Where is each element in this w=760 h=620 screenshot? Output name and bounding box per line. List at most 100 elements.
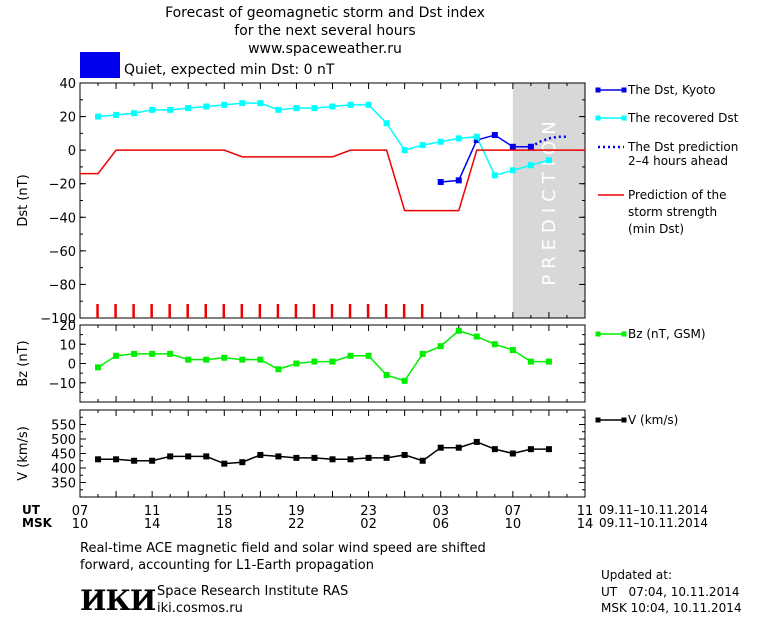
v-y-axis-label: V (km/s): [16, 426, 31, 481]
dst-series-3-line: [80, 149, 585, 212]
legend-dst-kyoto-marker: [621, 87, 627, 93]
dst-y-tick-label: −100: [40, 312, 76, 327]
bz-series-0-point: [131, 350, 138, 357]
v-series-0-point: [491, 446, 498, 453]
v-series-0-point: [437, 444, 444, 451]
dst-series-1-point: [437, 138, 444, 145]
dst-series-1-point: [293, 105, 300, 112]
v-series-0-point: [455, 444, 462, 451]
dst-series-1-point: [95, 113, 102, 120]
v-series-0-point: [167, 453, 174, 460]
ut-label: UT: [22, 503, 40, 517]
bz-y-tick-label: 10: [59, 338, 76, 353]
v-series-0-point: [293, 454, 300, 461]
v-series-0-point: [203, 453, 210, 460]
dst-series-1-point: [455, 135, 462, 142]
ut-date-range: 09.11–10.11.2014: [599, 503, 709, 517]
v-series-0-point: [329, 456, 336, 463]
dst-series-1-point: [329, 103, 336, 110]
msk-tick-label: 02: [360, 517, 377, 532]
bz-series-0-point: [419, 350, 426, 357]
bz-series-0-point: [113, 352, 120, 359]
ut-tick-label: 19: [288, 504, 305, 519]
bz-series-0-point: [491, 341, 498, 348]
v-series-0-point: [311, 454, 318, 461]
bz-series-0-point: [167, 350, 174, 357]
dst-series-1-point: [275, 106, 282, 113]
v-plot-frame: [79, 409, 586, 498]
v-series-0-point: [545, 446, 552, 453]
iki-logo: ИКИ: [80, 584, 156, 617]
dst-series-2-line: [530, 135, 567, 148]
legend-dst-kyoto-marker: [595, 87, 601, 93]
ut-tick-label: 11: [144, 504, 161, 519]
dst-series-0-line: [440, 134, 531, 183]
bz-series-0-point: [95, 364, 102, 371]
v-series-0-point: [275, 453, 282, 460]
dst-series-1-point: [221, 101, 228, 108]
bz-series-0-point: [239, 356, 246, 363]
updated-ut: UT 07:04, 10.11.2014: [601, 585, 740, 599]
dst-y-tick-label: −80: [49, 278, 76, 293]
v-series-0-point: [149, 457, 156, 464]
legend-v-marker: [621, 417, 627, 423]
bz-series-0-point: [473, 333, 480, 340]
v-series-0-line: [98, 441, 549, 465]
ut-tick-label: 07: [505, 504, 522, 519]
dst-y-tick-label: −20: [49, 178, 76, 193]
dst-series-1-point: [527, 162, 534, 169]
dst-series-1-point: [167, 106, 174, 113]
institute-website[interactable]: iki.cosmos.ru: [157, 601, 243, 616]
dst-series-1-point: [509, 167, 516, 174]
bz-series-0-point: [275, 366, 282, 373]
prediction-band: [512, 83, 585, 318]
dst-y-tick-label: −40: [49, 211, 76, 226]
bz-series-0-point: [545, 358, 552, 365]
dst-series-1-point: [491, 172, 498, 179]
dst-series-1-point: [401, 147, 408, 154]
dst-series-1-line: [97, 102, 550, 177]
dst-series-0-point: [509, 143, 516, 150]
dst-plot-frame: [79, 82, 586, 319]
bz-series-0-point: [203, 356, 210, 363]
v-series-0-point: [419, 457, 426, 464]
legend-dst-prediction-label-2: 2–4 hours ahead: [628, 154, 728, 168]
dst-y-tick-label: −60: [49, 245, 76, 260]
dst-series-1-point: [347, 101, 354, 108]
bz-y-axis-label: Bz (nT): [16, 340, 31, 386]
v-series-0-point: [473, 438, 480, 445]
legend-v-label: V (km/s): [628, 413, 678, 427]
ut-tick-label: 07: [72, 504, 89, 519]
footer-note-line-2: forward, accounting for L1-Earth propaga…: [80, 558, 374, 573]
dst-series-1-point: [419, 142, 426, 149]
v-y-tick-label: 550: [51, 419, 76, 434]
status-swatch: [80, 52, 120, 78]
dst-y-axis-label: Dst (nT): [16, 174, 31, 226]
v-y-tick-label: 350: [51, 477, 76, 492]
bz-series-0-point: [329, 358, 336, 365]
dst-series-0-point: [473, 137, 480, 144]
bz-y-tick-label: −10: [49, 377, 76, 392]
msk-date-range: 09.11–10.11.2014: [599, 516, 709, 530]
legend-bz-label: Bz (nT, GSM): [628, 327, 706, 341]
chart-title-line-3: www.spaceweather.ru: [248, 41, 402, 57]
dst-series-1-point: [131, 110, 138, 117]
ut-tick-label: 23: [360, 504, 377, 519]
v-series-0-point: [347, 456, 354, 463]
dst-series-1-point: [545, 157, 552, 164]
ut-tick-label: 03: [432, 504, 449, 519]
chart-title-line-2: for the next several hours: [234, 23, 416, 39]
v-series-0-point: [383, 454, 390, 461]
updated-msk: MSK 10:04, 10.11.2014: [601, 601, 742, 615]
bz-series-0-point: [311, 358, 318, 365]
ut-tick-label: 11: [577, 504, 594, 519]
msk-tick-label: 14: [577, 517, 594, 532]
v-series-0-point: [185, 453, 192, 460]
msk-tick-label: 10: [505, 517, 522, 532]
dst-y-tick-label: 20: [59, 111, 76, 126]
v-series-0-point: [239, 459, 246, 466]
msk-tick-label: 06: [432, 517, 449, 532]
v-y-tick-label: 400: [51, 462, 76, 477]
bz-series-0-point: [509, 347, 516, 354]
dst-series-0-point: [437, 179, 444, 186]
